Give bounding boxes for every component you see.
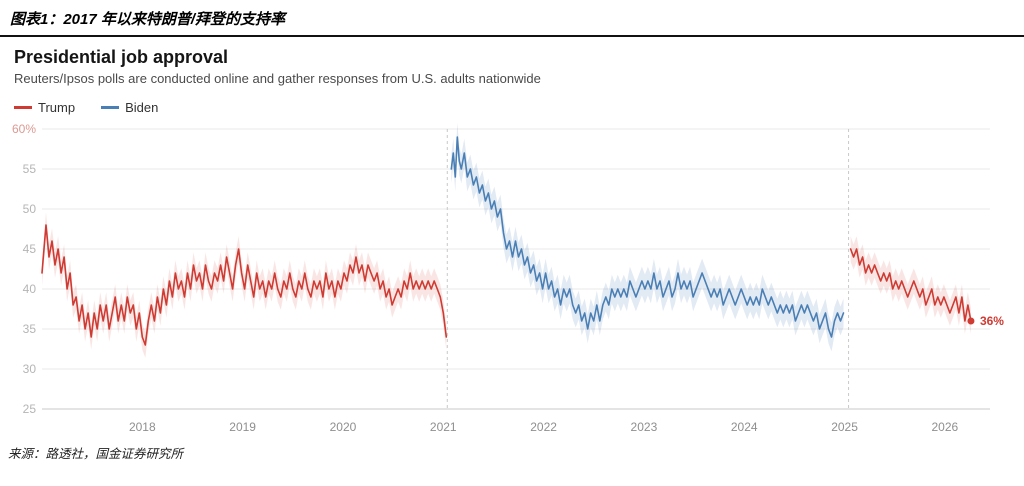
svg-text:25: 25 bbox=[23, 402, 37, 416]
svg-text:2018: 2018 bbox=[129, 420, 156, 434]
svg-text:2019: 2019 bbox=[229, 420, 256, 434]
svg-text:2025: 2025 bbox=[831, 420, 858, 434]
chart-subtitle: Reuters/Ipsos polls are conducted online… bbox=[14, 71, 541, 86]
figure-header: 图表1：2017 年以来特朗普/拜登的支持率 bbox=[0, 0, 1024, 35]
legend-item-biden: Biden bbox=[101, 100, 158, 115]
figure-title: 图表1：2017 年以来特朗普/拜登的支持率 bbox=[10, 11, 286, 28]
svg-text:2026: 2026 bbox=[932, 420, 959, 434]
legend-label-trump: Trump bbox=[38, 100, 76, 115]
svg-text:30: 30 bbox=[23, 362, 37, 376]
legend: Trump Biden bbox=[14, 100, 1024, 115]
svg-text:2020: 2020 bbox=[330, 420, 357, 434]
legend-label-biden: Biden bbox=[125, 100, 159, 115]
biden-line-swatch bbox=[101, 106, 120, 109]
legend-item-trump: Trump bbox=[14, 100, 75, 115]
svg-text:35: 35 bbox=[23, 322, 37, 336]
svg-text:2023: 2023 bbox=[631, 420, 658, 434]
chart-title: Presidential job approval bbox=[14, 47, 229, 67]
svg-text:40: 40 bbox=[23, 282, 37, 296]
trump-line-swatch bbox=[14, 106, 32, 109]
header-divider bbox=[0, 35, 1024, 37]
svg-text:2021: 2021 bbox=[430, 420, 457, 434]
svg-text:45: 45 bbox=[23, 242, 37, 256]
source-note: 来源：路透社，国金证券研究所 bbox=[8, 447, 184, 461]
svg-text:2024: 2024 bbox=[731, 420, 758, 434]
svg-text:50: 50 bbox=[23, 202, 37, 216]
svg-text:60%: 60% bbox=[12, 122, 36, 136]
svg-text:36%: 36% bbox=[980, 314, 1004, 328]
approval-line-chart: 25 30 35 40 45 50 55 60% 2018 2019 2020 2021 2022 202… bbox=[12, 122, 1004, 434]
svg-text:2022: 2022 bbox=[530, 420, 557, 434]
svg-text:55: 55 bbox=[23, 162, 37, 176]
